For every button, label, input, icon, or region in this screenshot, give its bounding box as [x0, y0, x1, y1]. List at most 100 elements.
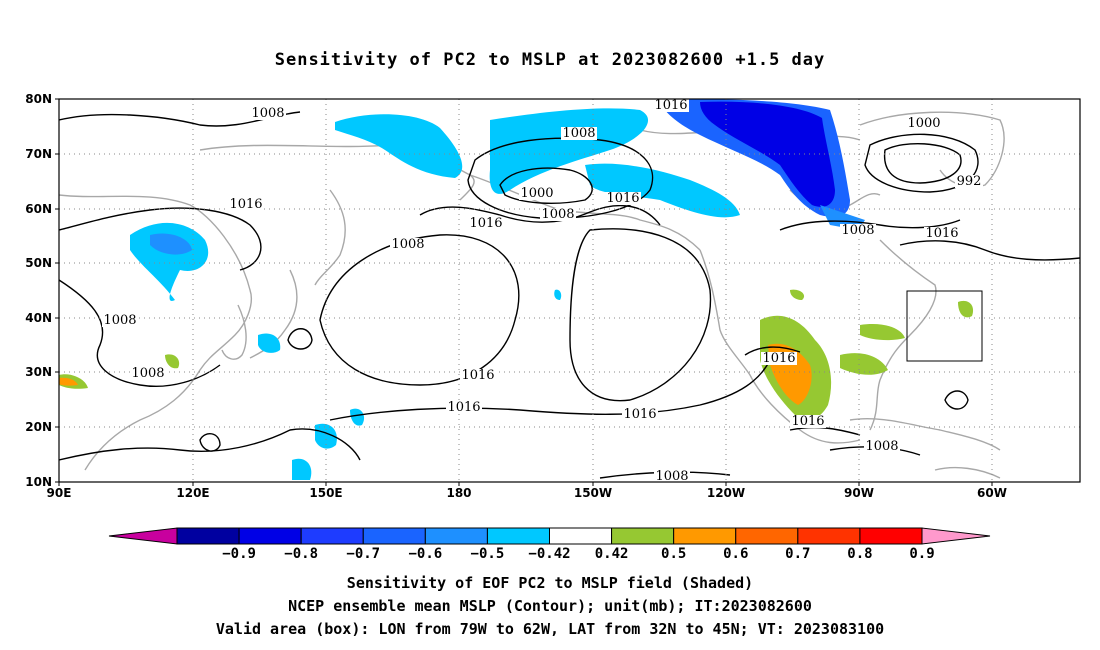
contour-1008-canada	[779, 219, 961, 231]
contour-1016-asia	[59, 207, 262, 271]
colorbar-box	[486, 527, 550, 545]
contour-label-bg	[654, 470, 690, 483]
map-frame	[58, 98, 1081, 483]
lat-label: 20N	[25, 420, 52, 434]
colorbar-box	[735, 527, 799, 545]
contour-label: 1016	[447, 400, 480, 415]
valid-area-box	[906, 290, 983, 362]
coast-sa-north	[934, 466, 1001, 479]
colorbar-box	[859, 527, 923, 545]
shade-negative-canada-core	[700, 101, 835, 207]
colorbar-right-arrow	[921, 527, 991, 545]
contour-label-bg	[519, 187, 555, 200]
contour-label-bg	[605, 192, 641, 205]
contour-label-bg	[955, 175, 983, 188]
colorbar-box	[300, 527, 364, 545]
lat-label: 60N	[25, 202, 52, 216]
colorbar-box	[424, 527, 488, 545]
coast-korea	[221, 304, 247, 360]
colorbar-box	[362, 527, 426, 545]
contour-label: 1008	[541, 207, 574, 222]
colorbar-label: −0.6	[408, 546, 442, 562]
contour-1016-atlantic	[899, 240, 1080, 261]
contour-1016-caribbean	[789, 426, 861, 436]
contour-label-bg	[622, 408, 658, 421]
shade-negative-na-band	[585, 163, 740, 218]
contour-label: 1016	[762, 351, 795, 366]
colorbar-box	[176, 527, 240, 545]
contour-label: 1008	[391, 237, 424, 252]
contour-1000-aleutian	[499, 167, 593, 204]
contour-label: 992	[957, 174, 982, 189]
coast-kamchatka	[314, 189, 346, 286]
coast-na-east	[869, 239, 937, 431]
shade-positive-scs	[165, 354, 180, 369]
lon-label: 60W	[977, 486, 1007, 500]
contour-1008-asia-mid	[59, 279, 221, 387]
contour-label-bg	[840, 224, 876, 237]
coast-east-asia	[59, 194, 252, 471]
contour-label-bg	[250, 107, 286, 120]
contour-label: 1016	[791, 414, 824, 429]
colorbar-label: −0.42	[528, 546, 570, 562]
colorbar-label: 0.42	[595, 546, 629, 562]
colorbar-label: −0.9	[222, 546, 256, 562]
contour-label-bg	[561, 127, 597, 140]
contour-label-bg	[228, 198, 264, 211]
contour-label-bg	[540, 208, 576, 221]
contour-label: 1016	[469, 216, 502, 231]
contour-label-bg	[761, 352, 797, 365]
colorbar-label: 0.7	[785, 546, 810, 562]
shade-negative-npac	[554, 289, 562, 300]
contour-1016-npac-high	[319, 234, 520, 386]
contour-label-bg	[460, 369, 496, 382]
colorbar-label: 0.9	[909, 546, 934, 562]
lat-label: 70N	[25, 147, 52, 161]
longitude-axis: 90E 120E 150E 180 150W 120W 90W 60W	[47, 482, 1007, 500]
shade-negative-japan	[258, 333, 281, 353]
lon-label: 90E	[47, 486, 72, 500]
contour-label: 1016	[229, 197, 262, 212]
shade-negative-siberia	[130, 222, 209, 301]
shade-positive-asia-coast-core	[59, 377, 78, 386]
shade-negative-wpac3	[350, 408, 365, 426]
contour-label-bg	[390, 238, 426, 251]
contour-label-bg	[130, 367, 166, 380]
contour-label: 1008	[103, 313, 136, 328]
caption-contour: NCEP ensemble mean MSLP (Contour); unit(…	[288, 597, 812, 615]
shade-positive-atlantic	[958, 300, 974, 318]
contour-label-bg	[906, 117, 942, 130]
mslp-contours	[59, 111, 1080, 479]
lat-label: 10N	[25, 475, 52, 489]
contour-typhoon2	[199, 433, 221, 452]
contour-label: 1008	[251, 106, 284, 121]
lon-label: 120W	[707, 486, 745, 500]
contour-label-bg	[102, 314, 138, 327]
contour-label: 1008	[655, 469, 688, 484]
colorbar-label: −0.5	[471, 546, 505, 562]
contour-label-bg	[924, 227, 960, 240]
contour-label: 1016	[623, 407, 656, 422]
shade-negative-wpac2	[292, 458, 312, 480]
colorbar-left-arrow	[108, 527, 178, 545]
shade-negative-wpac1	[315, 423, 337, 449]
shade-positive-caribbean	[840, 353, 888, 375]
contour-1008-south	[59, 428, 361, 461]
contour-label: 1016	[925, 226, 958, 241]
colorbar-label: −0.7	[346, 546, 380, 562]
contour-label-bg	[468, 217, 504, 230]
contour-1016-npac-high2	[569, 228, 712, 402]
colorbar-label: 0.5	[661, 546, 686, 562]
lon-label: 90W	[844, 486, 874, 500]
contour-label-bg	[864, 440, 900, 453]
contour-label: 1000	[907, 116, 940, 131]
lat-label: 50N	[25, 256, 52, 270]
contour-label: 1008	[562, 126, 595, 141]
lon-label: 150W	[574, 486, 612, 500]
shade-positive-east-us	[860, 324, 905, 341]
contour-1016-gulf	[744, 346, 801, 356]
lat-label: 40N	[25, 311, 52, 325]
contour-1016-aleutian	[419, 204, 661, 226]
colorbar-box	[673, 527, 737, 545]
lat-label: 30N	[25, 365, 52, 379]
